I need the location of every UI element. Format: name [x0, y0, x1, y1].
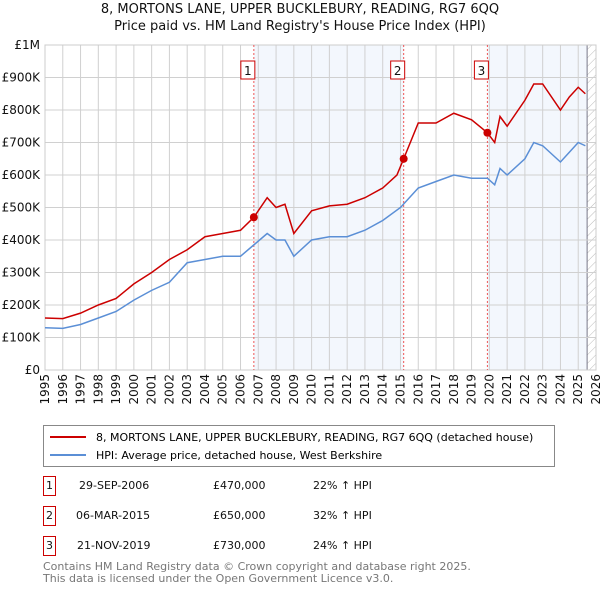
sale-price: £650,000: [213, 509, 266, 522]
x-tick-label: 1996: [56, 374, 70, 405]
y-tick-label: £500K: [2, 201, 42, 215]
y-tick-label: £700K: [2, 136, 42, 150]
sale-hpi: 22% ↑ HPI: [313, 479, 372, 492]
sale-label: 2: [394, 64, 402, 78]
chart-plot: £0 £100K £200K £300K £400K £500K £600K £700K £80…: [2, 38, 600, 405]
y-tick-label: £900K: [2, 71, 42, 85]
x-tick-label: 2003: [180, 374, 194, 405]
y-tick-label: £400K: [2, 233, 42, 247]
series-line: [44, 141, 586, 330]
x-tick-label: 2013: [358, 374, 372, 405]
legend-swatch: [50, 454, 86, 456]
x-tick-label: 2005: [216, 374, 230, 405]
sale-hpi: 24% ↑ HPI: [313, 539, 372, 552]
sale-label-box: [240, 60, 256, 80]
sale-point: [483, 128, 492, 137]
x-tick-label: 2011: [322, 374, 336, 405]
x-tick-label: 1999: [109, 374, 123, 405]
x-tick-label: 2018: [447, 374, 461, 405]
sale-label: 3: [478, 64, 486, 78]
x-tick-label: 2014: [376, 374, 390, 405]
footer: Contains HM Land Registry data © Crown c…: [43, 561, 471, 585]
x-tick-label: 1998: [91, 374, 105, 405]
x-tick-label: 2015: [393, 374, 407, 405]
sale-point: [249, 213, 258, 222]
x-tick-label: 2012: [340, 374, 354, 405]
chart-title: 8, MORTONS LANE, UPPER BUCKLEBURY, READI…: [100, 2, 500, 17]
x-tick-label: 2025: [571, 374, 585, 405]
legend-label: 8, MORTONS LANE, UPPER BUCKLEBURY, READI…: [96, 430, 534, 444]
sale-number: 3: [43, 536, 56, 556]
legend-label: HPI: Average price, detached house, West…: [96, 448, 383, 462]
sale-label-box: [473, 60, 489, 80]
sale-date: 21-NOV-2019: [77, 539, 151, 552]
x-tick-label: 2000: [127, 374, 141, 405]
x-tick-label: 2017: [429, 374, 443, 405]
x-tick-label: 2001: [145, 374, 159, 405]
footer-licence: This data is licensed under the Open Gov…: [43, 572, 394, 585]
x-tick-label: 1997: [74, 374, 88, 405]
sale-label-box: [390, 60, 406, 80]
y-tick-label: £100K: [2, 331, 42, 345]
x-tick-label: 2009: [287, 374, 301, 405]
legend-item-property: 8, MORTONS LANE, UPPER BUCKLEBURY, READI…: [50, 429, 533, 445]
y-tick-label: £0: [25, 363, 40, 377]
x-tick-label: 2010: [305, 374, 319, 405]
series-line: [44, 83, 586, 320]
x-tick-label: 2024: [553, 374, 567, 405]
plot-frame: [44, 44, 597, 371]
y-tick-label: £200K: [2, 298, 42, 312]
y-tick-label: £1M: [14, 38, 40, 52]
x-tick-label: 1995: [38, 374, 52, 405]
x-tick-label: 2022: [518, 374, 532, 405]
x-tick-label: 2026: [589, 374, 600, 405]
x-tick-label: 2021: [500, 374, 514, 405]
x-tick-label: 2020: [482, 374, 496, 405]
y-tick-label: £300K: [2, 266, 42, 280]
sale-number: 1: [43, 476, 56, 496]
x-tick-label: 2002: [162, 374, 176, 405]
sale-hpi: 32% ↑ HPI: [313, 509, 372, 522]
y-tick-label: £600K: [2, 168, 42, 182]
legend: 8, MORTONS LANE, UPPER BUCKLEBURY, READI…: [43, 425, 555, 467]
x-tick-label: 2008: [269, 374, 283, 405]
sale-number: 2: [43, 506, 56, 526]
footer-copyright: Contains HM Land Registry data © Crown c…: [43, 560, 471, 573]
x-tick-label: 2004: [198, 374, 212, 405]
legend-item-hpi: HPI: Average price, detached house, West…: [50, 447, 382, 463]
sale-label: 1: [244, 64, 252, 78]
y-tick-label: £800K: [2, 103, 42, 117]
x-tick-label: 2016: [411, 374, 425, 405]
sale-point: [399, 154, 408, 163]
chart-subtitle: Price paid vs. HM Land Registry's House …: [114, 19, 486, 34]
legend-swatch: [50, 436, 86, 438]
sale-price: £730,000: [213, 539, 266, 552]
sale-price: £470,000: [213, 479, 266, 492]
sale-date: 06-MAR-2015: [76, 509, 151, 522]
x-tick-label: 2007: [251, 374, 265, 405]
x-tick-label: 2019: [465, 374, 479, 405]
sale-date: 29-SEP-2006: [79, 479, 150, 492]
x-tick-label: 2023: [536, 374, 550, 405]
x-tick-label: 2006: [234, 374, 248, 405]
